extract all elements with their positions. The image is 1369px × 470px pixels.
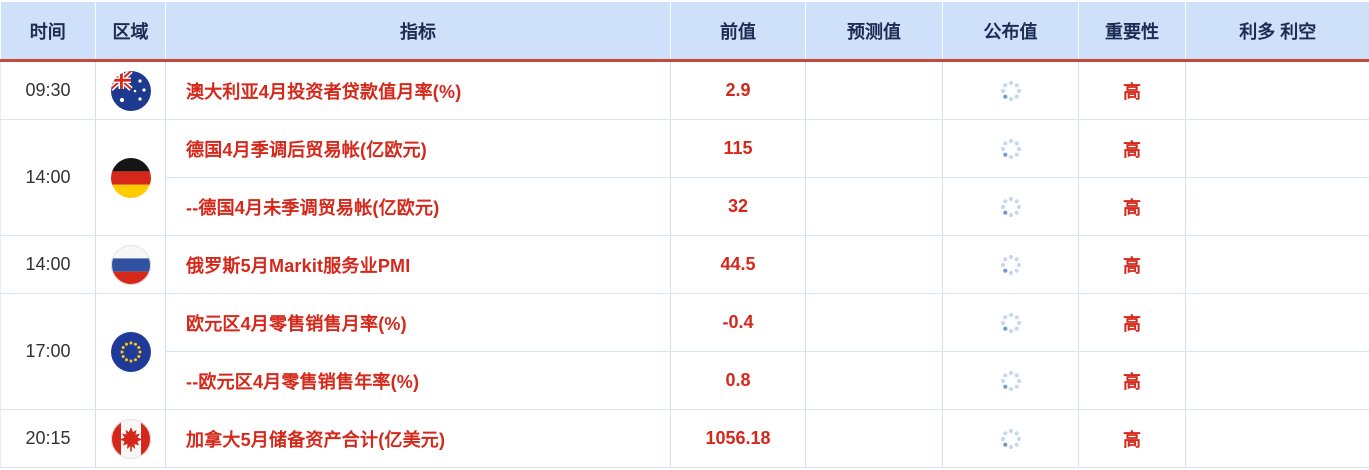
col-header-time: 时间 (1, 2, 96, 61)
forecast-value-cell (806, 120, 943, 178)
importance-cell: 高 (1079, 236, 1186, 294)
published-value-cell (943, 294, 1079, 352)
loading-spinner-icon (999, 79, 1023, 103)
previous-value-cell: 32 (671, 178, 806, 236)
flag-canada-icon (111, 419, 151, 459)
forecast-value-cell (806, 352, 943, 410)
published-value-cell (943, 410, 1079, 468)
time-cell: 17:00 (1, 294, 96, 410)
region-cell (96, 236, 166, 294)
indicator-cell: 德国4月季调后贸易帐(亿欧元) (166, 120, 671, 178)
loading-spinner-icon (999, 137, 1023, 161)
bull-bear-cell (1186, 236, 1369, 294)
loading-spinner-icon (999, 311, 1023, 335)
bull-bear-cell (1186, 294, 1369, 352)
importance-cell: 高 (1079, 61, 1186, 120)
flag-russia-icon (111, 245, 151, 285)
bull-bear-cell (1186, 352, 1369, 410)
col-header-forecast: 预测值 (806, 2, 943, 61)
indicator-cell: 俄罗斯5月Markit服务业PMI (166, 236, 671, 294)
time-cell: 14:00 (1, 236, 96, 294)
table-header-row: 时间 区域 指标 前值 预测值 公布值 重要性 利多 利空 (1, 2, 1369, 61)
region-cell (96, 410, 166, 468)
flag-germany-icon (111, 158, 151, 198)
bull-bear-cell (1186, 178, 1369, 236)
flag-australia-icon (111, 71, 151, 111)
region-cell (96, 120, 166, 236)
bull-bear-cell (1186, 61, 1369, 120)
table-row[interactable]: 17:00 欧元区4月零售销售月率(%) -0.4 (1, 294, 1369, 352)
previous-value-cell: 2.9 (671, 61, 806, 120)
previous-value-cell: 115 (671, 120, 806, 178)
published-value-cell (943, 120, 1079, 178)
indicator-cell: --德国4月未季调贸易帐(亿欧元) (166, 178, 671, 236)
time-cell: 09:30 (1, 61, 96, 120)
published-value-cell (943, 352, 1079, 410)
table-row[interactable]: 14:00 德国4月季调后贸易帐(亿欧元) 115 (1, 120, 1369, 178)
bull-bear-cell (1186, 410, 1369, 468)
region-cell (96, 61, 166, 120)
previous-value-cell: 0.8 (671, 352, 806, 410)
importance-cell: 高 (1079, 410, 1186, 468)
previous-value-cell: -0.4 (671, 294, 806, 352)
indicator-cell: 澳大利亚4月投资者贷款值月率(%) (166, 61, 671, 120)
published-value-cell (943, 61, 1079, 120)
time-cell: 14:00 (1, 120, 96, 236)
published-value-cell (943, 236, 1079, 294)
loading-spinner-icon (999, 253, 1023, 277)
flag-eu-icon (111, 332, 151, 372)
loading-spinner-icon (999, 427, 1023, 451)
col-header-bull-bear: 利多 利空 (1186, 2, 1369, 61)
forecast-value-cell (806, 178, 943, 236)
forecast-value-cell (806, 294, 943, 352)
time-cell: 20:15 (1, 410, 96, 468)
indicator-cell: 加拿大5月储备资产合计(亿美元) (166, 410, 671, 468)
previous-value-cell: 44.5 (671, 236, 806, 294)
col-header-region: 区域 (96, 2, 166, 61)
published-value-cell (943, 178, 1079, 236)
col-header-importance: 重要性 (1079, 2, 1186, 61)
forecast-value-cell (806, 236, 943, 294)
indicator-cell: --欧元区4月零售销售年率(%) (166, 352, 671, 410)
importance-cell: 高 (1079, 294, 1186, 352)
importance-cell: 高 (1079, 178, 1186, 236)
col-header-previous: 前值 (671, 2, 806, 61)
loading-spinner-icon (999, 195, 1023, 219)
forecast-value-cell (806, 61, 943, 120)
table-row[interactable]: 20:15 加拿大5月储备资产合计(亿美元) 1056.18 (1, 410, 1369, 468)
table-row[interactable]: 14:00 俄罗斯5月Markit服务业PMI 44.5 (1, 236, 1369, 294)
table-row[interactable]: 09:30 (1, 61, 1369, 120)
loading-spinner-icon (999, 369, 1023, 393)
importance-cell: 高 (1079, 120, 1186, 178)
region-cell (96, 294, 166, 410)
forecast-value-cell (806, 410, 943, 468)
indicator-cell: 欧元区4月零售销售月率(%) (166, 294, 671, 352)
col-header-published: 公布值 (943, 2, 1079, 61)
col-header-indicator: 指标 (166, 2, 671, 61)
previous-value-cell: 1056.18 (671, 410, 806, 468)
bull-bear-cell (1186, 120, 1369, 178)
importance-cell: 高 (1079, 352, 1186, 410)
table-row[interactable]: --欧元区4月零售销售年率(%) 0.8 高 (1, 352, 1369, 410)
table-row[interactable]: --德国4月未季调贸易帐(亿欧元) 32 高 (1, 178, 1369, 236)
